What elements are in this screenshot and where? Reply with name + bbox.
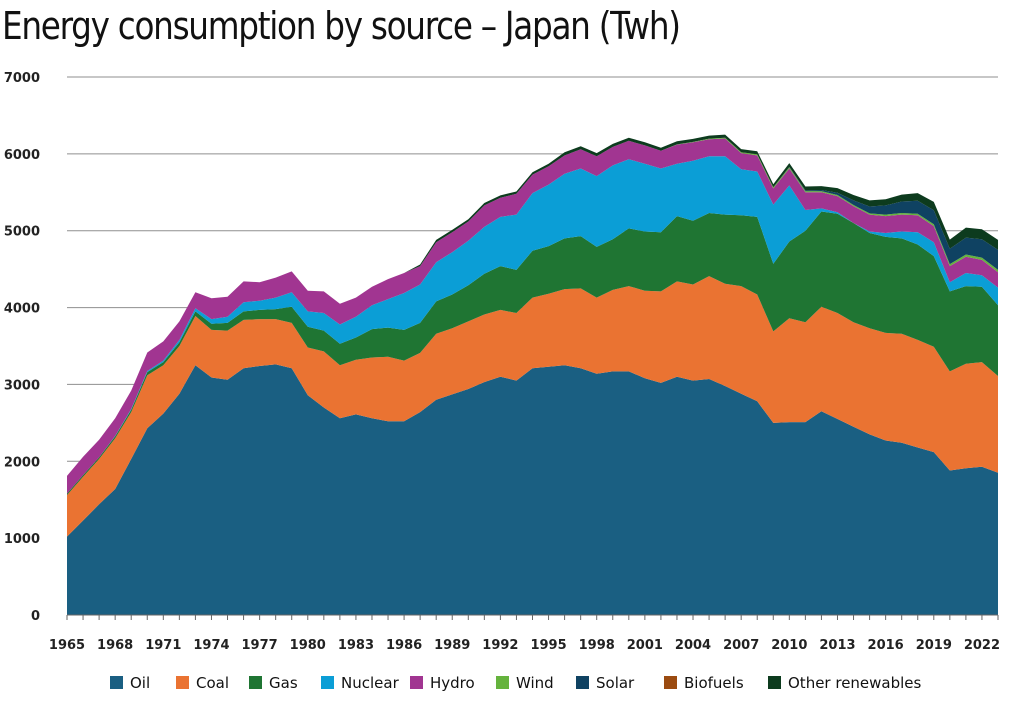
legend-item-biofuels: Biofuels bbox=[664, 674, 744, 692]
area-coal bbox=[67, 276, 998, 537]
legend-label: Other renewables bbox=[788, 674, 922, 692]
legend-swatch bbox=[496, 676, 509, 689]
legend-label: Gas bbox=[269, 674, 298, 692]
x-tick-label: 1986 bbox=[386, 638, 422, 653]
y-tick-label: 4000 bbox=[4, 302, 40, 317]
legend-item-oil: Oil bbox=[110, 674, 150, 692]
x-tick-label: 1983 bbox=[338, 638, 374, 653]
legend: Oil Coal Gas Nuclear Hydro Wind Solar Biofuels O… bbox=[110, 674, 922, 692]
legend-label: Wind bbox=[516, 674, 554, 692]
x-tick-label: 2019 bbox=[916, 638, 952, 653]
x-tick-label: 2013 bbox=[819, 638, 855, 653]
legend-swatch bbox=[664, 676, 677, 689]
legend-item-wind: Wind bbox=[496, 674, 554, 692]
x-tick-label: 1965 bbox=[49, 638, 85, 653]
legend-label: Solar bbox=[596, 674, 635, 692]
y-tick-label: 1000 bbox=[4, 532, 40, 547]
plot-area bbox=[67, 134, 998, 615]
x-tick-label: 1968 bbox=[97, 638, 133, 653]
x-tick-label: 2007 bbox=[723, 638, 759, 653]
area-gas bbox=[67, 211, 998, 496]
legend-swatch bbox=[176, 676, 189, 689]
legend-label: Hydro bbox=[430, 674, 475, 692]
legend-item-nuclear: Nuclear bbox=[321, 674, 400, 692]
legend-swatch bbox=[576, 676, 589, 689]
legend-swatch bbox=[249, 676, 262, 689]
x-tick-label: 1989 bbox=[434, 638, 470, 653]
legend-swatch bbox=[321, 676, 334, 689]
legend-label: Biofuels bbox=[684, 674, 744, 692]
x-tick-label: 2001 bbox=[627, 638, 663, 653]
y-tick-label: 7000 bbox=[4, 71, 40, 86]
x-tick-label: 2004 bbox=[675, 638, 711, 653]
area-nuclear bbox=[67, 156, 998, 494]
x-tick-label: 2016 bbox=[868, 638, 904, 653]
legend-item-solar: Solar bbox=[576, 674, 635, 692]
legend-item-hydro: Hydro bbox=[410, 674, 475, 692]
y-tick-label: 0 bbox=[31, 609, 40, 624]
x-tick-label: 1974 bbox=[193, 638, 229, 653]
x-tick-label: 1980 bbox=[290, 638, 326, 653]
x-tick-label: 1998 bbox=[579, 638, 615, 653]
legend-swatch bbox=[410, 676, 423, 689]
legend-swatch bbox=[110, 676, 123, 689]
x-tick-label: 2010 bbox=[771, 638, 807, 653]
legend-item-gas: Gas bbox=[249, 674, 298, 692]
x-tick-label: 1977 bbox=[242, 638, 278, 653]
legend-item-other-renewables: Other renewables bbox=[768, 674, 922, 692]
x-tick-label: 1995 bbox=[530, 638, 566, 653]
axes: 0 1000 2000 3000 4000 5000 6000 7000 1965 1968 197… bbox=[4, 71, 1000, 653]
y-tick-label: 3000 bbox=[4, 378, 40, 393]
legend-label: Nuclear bbox=[341, 674, 400, 692]
chart-title: Energy consumption by source – Japan (Tw… bbox=[2, 4, 681, 48]
legend-label: Oil bbox=[130, 674, 150, 692]
y-tick-label: 5000 bbox=[4, 225, 40, 240]
legend-item-coal: Coal bbox=[176, 674, 229, 692]
x-tick-label: 2022 bbox=[964, 638, 1000, 653]
area-oil bbox=[67, 364, 998, 615]
legend-swatch bbox=[768, 676, 781, 689]
x-tick-label: 1971 bbox=[145, 638, 181, 653]
legend-label: Coal bbox=[196, 674, 229, 692]
x-tick-label: 1992 bbox=[482, 638, 518, 653]
y-tick-label: 2000 bbox=[4, 455, 40, 470]
y-tick-label: 6000 bbox=[4, 148, 40, 163]
